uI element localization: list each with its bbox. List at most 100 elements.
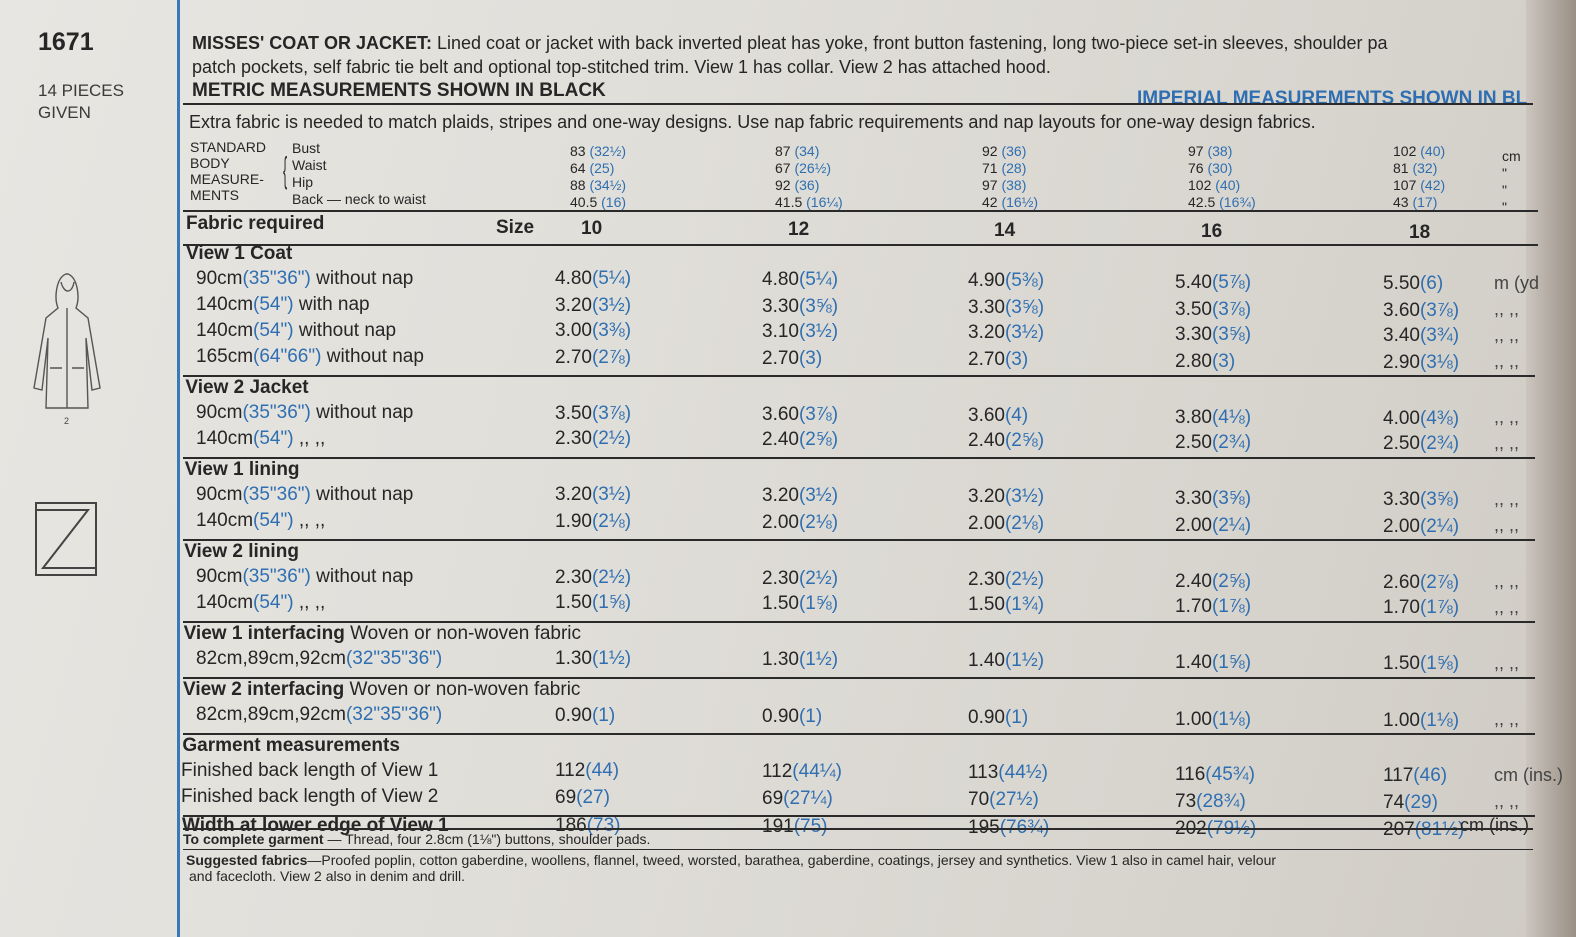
divider xyxy=(183,677,1535,679)
metric-value: 3.30 xyxy=(1383,488,1420,510)
size-header: 18 xyxy=(1409,222,1431,243)
section-title-text: Garment measurements xyxy=(182,735,400,756)
description-title: MISSES' COAT OR JACKET: xyxy=(192,33,432,53)
fabric-cell: 113(44½) xyxy=(968,762,1048,784)
fabric-cell: 1.00(1⅛) xyxy=(1175,709,1251,731)
divider xyxy=(183,621,1535,623)
imperial-value: (2¼) xyxy=(1419,515,1460,537)
imperial-value: (27) xyxy=(576,787,610,808)
brace: { xyxy=(283,149,288,190)
imperial-value: (2⅛) xyxy=(798,512,839,534)
body-measurement-cell: 76 (30) xyxy=(1188,160,1232,176)
imperial-value: (3½) xyxy=(1004,486,1045,508)
row-label-metric: 165cm xyxy=(196,346,254,367)
fabric-cell: 4.80(5¼) xyxy=(762,269,838,291)
body-measurement-cell: 41.5 (16¼) xyxy=(775,194,843,210)
fabric-cell: 112(44¼) xyxy=(762,761,842,783)
section-title-text: View 1 interfacing xyxy=(183,623,345,644)
fabric-cell: 3.20(3½) xyxy=(968,486,1044,508)
unit-label: " xyxy=(1502,165,1507,181)
imperial-value: (2⅞) xyxy=(1419,571,1460,593)
section-title: View 1 interfacing Woven or non-woven fa… xyxy=(184,623,581,645)
metric-value: 2.30 xyxy=(555,567,592,588)
imperial-value: (3⅞) xyxy=(591,403,632,424)
imperial-value: (76¾) xyxy=(999,817,1050,838)
imperial-value: (1¾) xyxy=(1004,594,1045,616)
imperial-value: (2¼) xyxy=(1211,514,1252,536)
row-label-metric: 90cm xyxy=(196,566,243,587)
width-cell: 186(73) xyxy=(555,815,621,837)
row-label-desc: without nap xyxy=(298,320,397,341)
row-label-imperial: (54") xyxy=(253,428,294,449)
fabric-cell: 1.90(2⅛) xyxy=(555,511,631,533)
imperial-value: (28) xyxy=(1001,160,1027,176)
imperial-value: (17) xyxy=(1412,194,1438,210)
row-label: 90cm(35"36") without nap xyxy=(196,268,413,290)
imperial-value: (3⅝) xyxy=(1004,297,1045,319)
imperial-value: (2½) xyxy=(591,428,632,449)
row-label-imperial: (35"36") xyxy=(242,566,311,587)
fabric-cell: 1.00(1⅛) xyxy=(1383,710,1459,732)
row-label-metric: 82cm,89cm,92cm xyxy=(196,648,346,669)
metric-value: 4.00 xyxy=(1383,407,1420,429)
fabric-cell: 70(27½) xyxy=(968,789,1039,811)
unit-label: ,, ,, xyxy=(1494,299,1520,319)
metric-value: 73 xyxy=(1175,790,1197,812)
fabric-cell: 2.00(2⅛) xyxy=(968,513,1044,535)
metric-value: 1.70 xyxy=(1175,595,1212,617)
metric-value: 102 xyxy=(1393,143,1417,159)
size-header: 12 xyxy=(788,219,810,240)
row-label-metric: 140cm xyxy=(196,510,254,531)
section-title: Garment measurements xyxy=(182,735,400,757)
imperial-value: (1⅝) xyxy=(1419,652,1460,674)
row-label-desc: without nap xyxy=(316,268,414,289)
metric-value: 112 xyxy=(555,760,586,781)
imperial-value: (30) xyxy=(1207,160,1233,176)
unit-label: ,, ,, xyxy=(1494,407,1520,427)
imperial-value: (44½) xyxy=(998,762,1048,784)
metric-value: 195 xyxy=(968,817,1000,838)
imperial-value: (75) xyxy=(793,816,828,837)
imperial-value: (3) xyxy=(1004,349,1029,371)
fabric-cell: 4.80(5¼) xyxy=(555,268,631,290)
divider xyxy=(183,815,1535,817)
metric-value: 92 xyxy=(775,177,791,193)
metric-value: 117 xyxy=(1383,764,1414,786)
section-subtitle: Woven or non-woven fabric xyxy=(349,679,581,700)
metric-value: 88 xyxy=(570,177,586,193)
metric-value: 3.50 xyxy=(1175,298,1212,320)
imperial-value: (26½) xyxy=(794,160,832,176)
row-label: 140cm(54") with nap xyxy=(196,294,370,316)
imperial-value: (27½) xyxy=(989,789,1039,811)
section-title: View 2 interfacing Woven or non-woven fa… xyxy=(183,679,580,701)
fabric-required-label: Fabric required xyxy=(186,213,325,234)
imperial-value: (1) xyxy=(591,705,616,726)
row-label: 82cm,89cm,92cm(32"35"36") xyxy=(196,648,442,670)
imperial-value: (2¾) xyxy=(1419,432,1460,454)
row-label-metric: 90cm xyxy=(196,402,243,423)
metric-value: 0.90 xyxy=(968,707,1005,729)
metric-value: 3.10 xyxy=(762,321,799,343)
metric-value: 4.80 xyxy=(555,268,592,289)
metric-value: 1.50 xyxy=(555,592,592,613)
metric-value: 2.00 xyxy=(762,512,799,534)
body-measurement-cell: 42.5 (16¾) xyxy=(1188,194,1256,210)
section-title-text: View 2 Jacket xyxy=(185,377,309,398)
fabric-cell: 3.20(3½) xyxy=(968,322,1044,344)
fabric-cell: 1.30(1½) xyxy=(762,649,838,671)
metric-value: 70 xyxy=(968,789,990,811)
metric-value: 92 xyxy=(982,143,998,159)
fabric-cell: 2.30(2½) xyxy=(968,569,1044,591)
fabric-cell: 3.30(3⅝) xyxy=(1175,488,1251,510)
metric-value: 3.60 xyxy=(1383,299,1420,321)
fabric-cell: 1.50(1⅝) xyxy=(1383,653,1459,675)
imperial-value: (2⅞) xyxy=(591,347,632,368)
divider xyxy=(183,375,1535,377)
imperial-value: (2¾) xyxy=(1211,431,1252,453)
row-label-desc: ,, ,, xyxy=(298,510,326,531)
metric-value: 67 xyxy=(775,160,791,176)
metric-value: 3.60 xyxy=(762,404,799,426)
imperial-value: (3¾) xyxy=(1419,324,1460,346)
divider xyxy=(183,539,1535,541)
fabric-cell: 3.20(3½) xyxy=(555,295,631,317)
